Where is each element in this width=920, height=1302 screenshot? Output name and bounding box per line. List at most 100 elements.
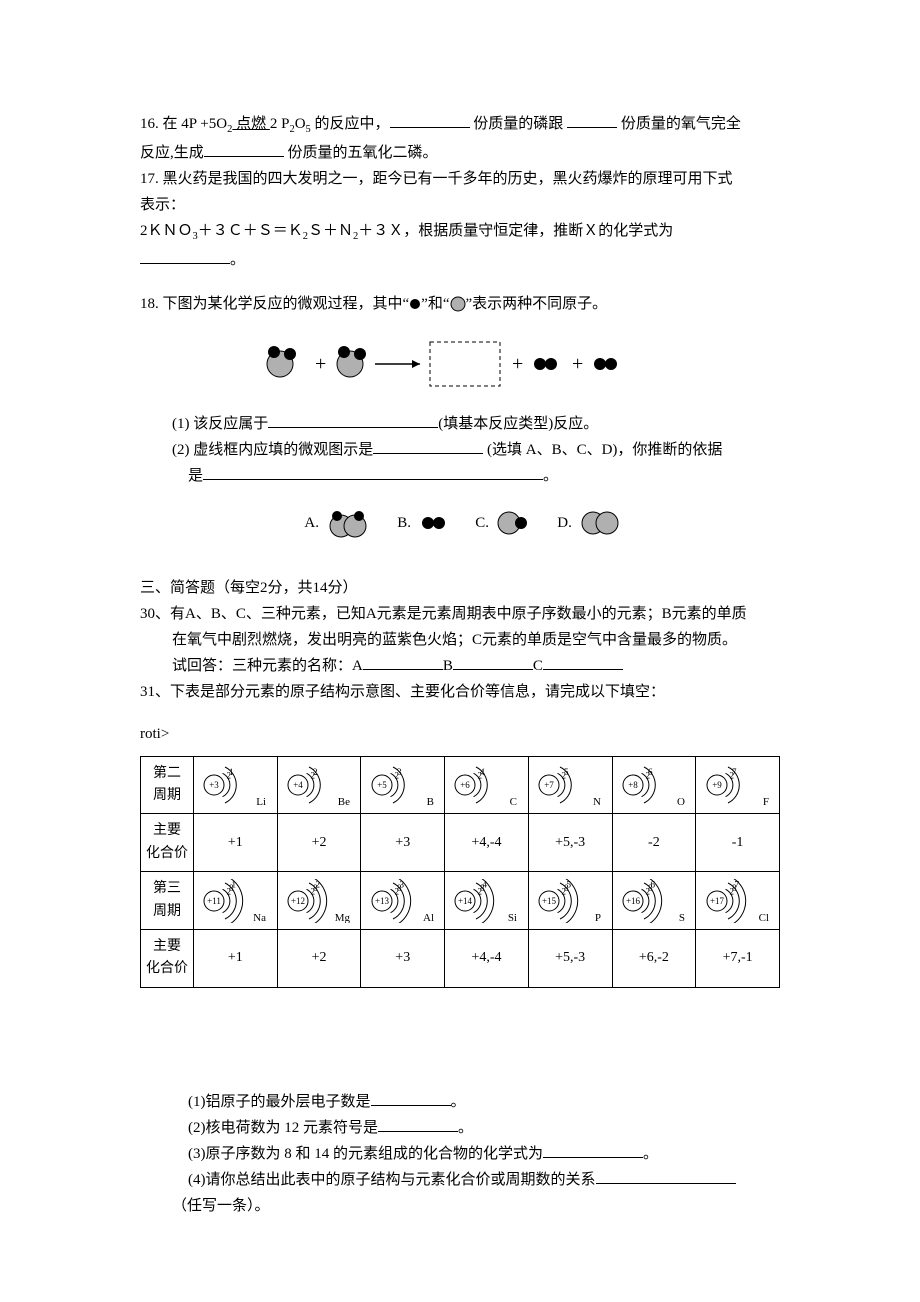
reaction-svg: + + + bbox=[250, 334, 670, 394]
svg-text:+3: +3 bbox=[210, 780, 220, 790]
q31-sub1-a: (1)铝原子的最外层电子数是 bbox=[188, 1094, 371, 1110]
q31-sub1: (1)铝原子的最外层电子数是 。 bbox=[140, 1090, 780, 1114]
label-period3: 第三 周期 bbox=[141, 872, 194, 930]
atom-cl: +17 287 Cl bbox=[696, 872, 780, 930]
row-valence2: 主要 化合价 +1+2 +3 +4,-4 +5,-3 -2 -1 bbox=[141, 814, 780, 872]
svg-text:+12: +12 bbox=[291, 896, 305, 906]
q16-text-b: 2 P bbox=[270, 116, 290, 132]
svg-text:+: + bbox=[315, 353, 326, 375]
opt-d-icon bbox=[580, 509, 620, 537]
atom-li: +3 21 Li bbox=[194, 756, 278, 814]
q31-sub3: (3)原子序数为 8 和 14 的元素组成的化合物的化学式为。 bbox=[140, 1142, 780, 1166]
q31-intro: 31、下表是部分元素的原子结构示意图、主要化合价等信息，请完成以下填空： bbox=[140, 680, 780, 704]
q18-sub2-blank2 bbox=[203, 464, 543, 480]
q18-intro-a: 18. 下图为某化学反应的微观过程，其中“ bbox=[140, 296, 409, 312]
q17-eq-b: ＋３Ｃ＋Ｓ＝Ｋ bbox=[198, 223, 303, 239]
svg-text:3: 3 bbox=[399, 879, 404, 889]
svg-text:+6: +6 bbox=[461, 780, 471, 790]
q30-line3-c: C bbox=[533, 658, 543, 674]
val3-0: +1 bbox=[194, 929, 278, 987]
svg-text:Be: Be bbox=[338, 796, 350, 807]
svg-text:+7: +7 bbox=[544, 780, 554, 790]
atom-c: +6 24 C bbox=[445, 756, 529, 814]
svg-text:3: 3 bbox=[397, 767, 402, 777]
page: 16. 在 4P +5O2 点燃 2 P2O5 的反应中， 份质量的磷跟 份质量… bbox=[0, 0, 920, 1302]
q17-eq-d: ＋３Ｘ，根据质量守恒定律，推断Ｘ的化学式为 bbox=[358, 223, 673, 239]
q16-line1: 16. 在 4P +5O2 点燃 2 P2O5 的反应中， 份质量的磷跟 份质量… bbox=[140, 112, 780, 139]
svg-text:+: + bbox=[572, 353, 583, 375]
atom-na: +11 281 Na bbox=[194, 872, 278, 930]
q16-line2-b: 份质量的五氧化二磷。 bbox=[284, 145, 438, 161]
label-period2: 第二 周期 bbox=[141, 756, 194, 814]
svg-text:7: 7 bbox=[734, 879, 739, 889]
q16-line2: 反应,生成 份质量的五氧化二磷。 bbox=[140, 141, 780, 165]
opt-b-icon bbox=[419, 511, 449, 535]
opt-b-label: B. bbox=[397, 511, 411, 535]
q31-sub2-b: 。 bbox=[458, 1120, 473, 1136]
q16-line2-a: 反应,生成 bbox=[140, 145, 204, 161]
svg-text:5: 5 bbox=[567, 879, 572, 889]
opt-a-icon bbox=[327, 506, 371, 540]
opt-c-icon bbox=[497, 509, 531, 537]
svg-text:Cl: Cl bbox=[758, 912, 768, 923]
svg-text:+9: +9 bbox=[712, 780, 722, 790]
q31-sub4-b: （任写一条）。 bbox=[140, 1194, 780, 1218]
svg-text:P: P bbox=[595, 912, 601, 923]
svg-text:+16: +16 bbox=[626, 896, 641, 906]
q16-blank-1 bbox=[390, 112, 470, 128]
q18-options: A. B. C. D. bbox=[140, 506, 780, 540]
atom-mg: +12 282 Mg bbox=[277, 872, 361, 930]
small-atom-icon bbox=[409, 298, 421, 310]
opt-c-label: C. bbox=[475, 511, 489, 535]
svg-text:Al: Al bbox=[423, 912, 434, 923]
svg-text:1: 1 bbox=[229, 767, 234, 777]
val3-1: +2 bbox=[277, 929, 361, 987]
q31-sub2-a: (2)核电荷数为 12 元素符号是 bbox=[188, 1120, 378, 1136]
section3-header: 三、简答题（每空2分，共14分） bbox=[140, 576, 780, 600]
row-period2: 第二 周期 +3 21 Li +4 22 Be +5 23 B +6 24 C … bbox=[141, 756, 780, 814]
val3-5: +6,-2 bbox=[612, 929, 696, 987]
svg-text:7: 7 bbox=[732, 767, 737, 777]
q16-text-c: O bbox=[295, 116, 306, 132]
svg-text:+8: +8 bbox=[628, 780, 638, 790]
svg-text:C: C bbox=[510, 796, 517, 807]
atom-s: +16 286 S bbox=[612, 872, 696, 930]
q18-reaction-diagram: + + + bbox=[140, 334, 780, 394]
val2-4: +5,-3 bbox=[528, 814, 612, 872]
q18-sub1-b: (填基本反应类型)反应。 bbox=[438, 416, 598, 432]
q18-intro-c: ”表示两种不同原子。 bbox=[466, 296, 608, 312]
val3-6: +7,-1 bbox=[696, 929, 780, 987]
val2-6: -1 bbox=[696, 814, 780, 872]
q18-sub2-d: 。 bbox=[543, 468, 558, 484]
svg-text:4: 4 bbox=[483, 879, 488, 889]
val2-1: +2 bbox=[277, 814, 361, 872]
q31-sub3-blank bbox=[543, 1142, 643, 1158]
atom-al: +13 283 Al bbox=[361, 872, 445, 930]
svg-text:4: 4 bbox=[480, 767, 485, 777]
svg-text:+: + bbox=[512, 353, 523, 375]
q17-eq-a: 2ＫＮＯ bbox=[140, 223, 193, 239]
svg-text:+13: +13 bbox=[375, 896, 390, 906]
q16-blank-2 bbox=[567, 112, 617, 128]
svg-text:Mg: Mg bbox=[335, 912, 351, 923]
q30-blank-c bbox=[543, 654, 623, 670]
q18-sub2: (2) 虚线框内应填的微观图示是 (选填 A、B、C、D)，你推断的依据 bbox=[140, 438, 780, 462]
opt-d-label: D. bbox=[557, 511, 572, 535]
q30-line1: 30、有A、B、C、三种元素，已知A元素是元素周期表中原子序数最小的元素；B元素… bbox=[140, 602, 780, 626]
q18-sub2-line2: 是。 bbox=[140, 464, 780, 488]
svg-text:S: S bbox=[679, 912, 685, 923]
svg-text:+11: +11 bbox=[207, 896, 221, 906]
q18-sub2-b: (选填 A、B、C、D)，你推断的依据 bbox=[483, 442, 722, 458]
q18-sub2-blank1 bbox=[373, 438, 483, 454]
svg-text:2: 2 bbox=[315, 879, 320, 889]
q16-ignite: 点燃 bbox=[232, 116, 270, 132]
atom-si: +14 284 Si bbox=[445, 872, 529, 930]
svg-text:5: 5 bbox=[564, 767, 569, 777]
atom-p: +15 285 P bbox=[528, 872, 612, 930]
q30-blank-b bbox=[453, 654, 533, 670]
q31-sub1-b: 。 bbox=[451, 1094, 466, 1110]
q17-eq-c: Ｓ＋Ｎ bbox=[308, 223, 353, 239]
val3-2: +3 bbox=[361, 929, 445, 987]
opt-a-label: A. bbox=[304, 511, 319, 535]
label-valence3: 主要 化合价 bbox=[141, 929, 194, 987]
